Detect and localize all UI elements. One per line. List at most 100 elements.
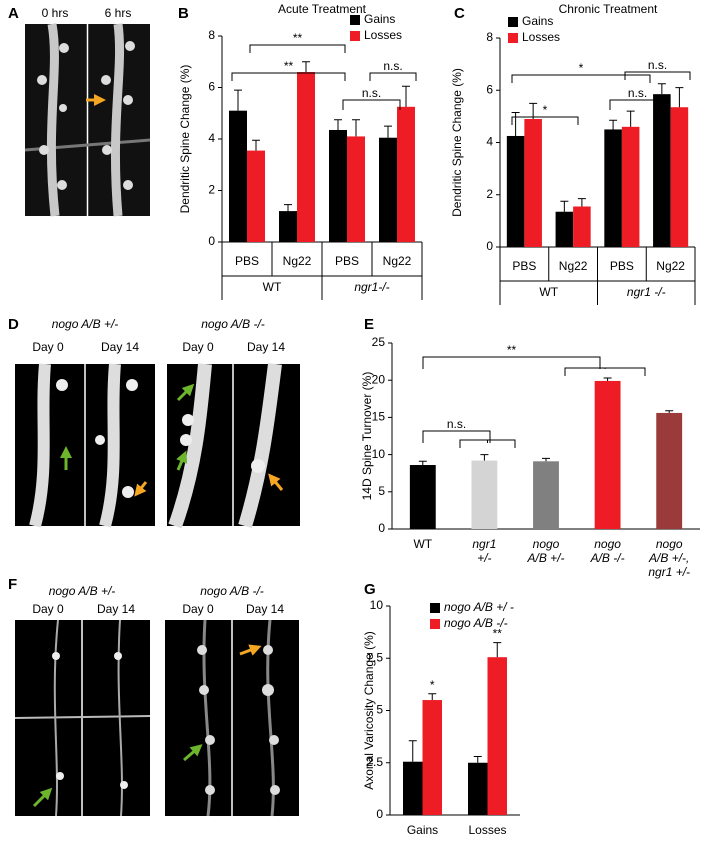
significance-label: n.s. <box>648 58 667 72</box>
error-bar <box>511 111 520 136</box>
y-axis-label: Dendritic Spine Change (%) <box>178 65 192 214</box>
significance-bracket <box>624 71 691 80</box>
y-tick-label: 2.5 <box>366 755 383 769</box>
significance-bracket <box>564 367 646 376</box>
image-caption: 6 hrs <box>105 6 132 20</box>
y-tick-label: 2 <box>486 187 493 201</box>
x-tick-label: nogo A/B -/- <box>590 537 625 565</box>
bar <box>247 150 265 242</box>
bar <box>468 762 488 815</box>
significance-bracket <box>511 74 651 83</box>
error-bar <box>609 119 618 130</box>
y-tick-label: 20 <box>372 372 386 386</box>
panel-label: C <box>454 5 465 22</box>
significance-label: * <box>543 103 548 117</box>
y-tick-label: 4 <box>486 135 493 149</box>
x-tick-label: PBS <box>610 259 634 273</box>
y-tick-label: 6 <box>486 82 493 96</box>
error-bar <box>234 89 242 111</box>
bar <box>329 129 347 242</box>
y-tick-label: 0 <box>208 234 215 248</box>
significance-label: * <box>430 678 435 692</box>
error-bar <box>352 119 360 137</box>
y-tick-label: 0 <box>378 521 385 535</box>
error-bar <box>428 693 437 701</box>
legend-swatch <box>508 17 518 27</box>
significance-label: n.s. <box>362 86 381 100</box>
image-caption: nogo A/B +/- <box>52 317 119 331</box>
x-tick-label-line: +/- <box>477 551 491 565</box>
image-caption: nogo A/B +/- <box>49 584 116 598</box>
bar <box>555 211 574 247</box>
bar <box>533 461 559 529</box>
significance-label: n.s. <box>447 417 466 431</box>
significance-label: n.s. <box>628 86 647 100</box>
significance-label: * <box>579 61 584 75</box>
image-caption: nogo A/B -/- <box>200 584 264 598</box>
panel-label: F <box>8 576 17 593</box>
y-tick-label: 10 <box>372 447 386 461</box>
chart-title: Chronic Treatment <box>559 2 658 16</box>
error-bar <box>626 110 635 127</box>
y-tick-label: 8 <box>486 30 493 44</box>
x-tick-label: WT <box>413 537 432 551</box>
legend-swatch <box>350 31 360 41</box>
error-bar <box>657 83 666 95</box>
x-tick-label: PBS <box>335 254 359 268</box>
bar <box>379 137 397 242</box>
panel-label: B <box>178 5 189 22</box>
y-tick-label: 0 <box>376 807 383 821</box>
x-tick-label-line: WT <box>413 537 432 551</box>
x-tick-label-line: nogo <box>594 537 621 551</box>
x-tick-label: ngr1 +/- <box>472 537 496 565</box>
error-bar <box>529 102 538 119</box>
legend-swatch <box>430 619 440 629</box>
bar <box>403 761 423 815</box>
bar <box>347 136 365 242</box>
error-bar <box>480 454 489 461</box>
error-bar <box>675 87 684 108</box>
bar <box>670 107 689 247</box>
image-caption: Day 14 <box>246 602 284 616</box>
image-caption: Day 0 <box>32 602 64 616</box>
x-tick-label-line: ngr1 <box>472 537 496 551</box>
error-bar <box>603 377 612 381</box>
x-tick-label-line: nogo <box>533 537 560 551</box>
significance-bracket <box>511 116 579 125</box>
error-bar <box>402 85 410 107</box>
error-bar <box>560 200 569 212</box>
bar <box>297 72 315 242</box>
error-bar <box>408 740 417 762</box>
significance-bracket <box>342 99 401 110</box>
bar <box>487 657 507 815</box>
group-label: ngr1-/- <box>354 280 389 294</box>
error-bar <box>302 61 310 73</box>
bar <box>621 126 640 247</box>
bar <box>229 110 247 242</box>
significance-label: ** <box>293 31 303 45</box>
error-bar <box>284 204 292 212</box>
group-label: ngr1 -/- <box>627 285 666 299</box>
x-tick-label: Ng22 <box>656 259 685 273</box>
bar <box>409 465 436 529</box>
x-tick-label: Ng22 <box>283 254 312 268</box>
bar <box>279 211 297 242</box>
significance-bracket <box>609 99 666 110</box>
legend-swatch <box>508 33 518 43</box>
y-tick-label: 4 <box>208 131 215 145</box>
micrograph <box>15 363 300 529</box>
x-tick-label: Ng22 <box>559 259 588 273</box>
error-bar <box>418 460 427 466</box>
micrograph <box>24 23 151 217</box>
error-bar <box>542 457 550 462</box>
x-tick-label: Losses <box>468 823 506 837</box>
x-tick-label: nogo A/B +/- <box>526 537 564 565</box>
x-tick-label: Ng22 <box>383 254 412 268</box>
significance-label: ** <box>284 59 294 73</box>
bar <box>573 206 591 247</box>
y-tick-label: 6 <box>208 80 215 94</box>
y-tick-label: 8 <box>208 28 215 42</box>
micrograph <box>14 619 299 817</box>
bar <box>397 106 415 242</box>
y-tick-label: 5 <box>378 484 385 498</box>
